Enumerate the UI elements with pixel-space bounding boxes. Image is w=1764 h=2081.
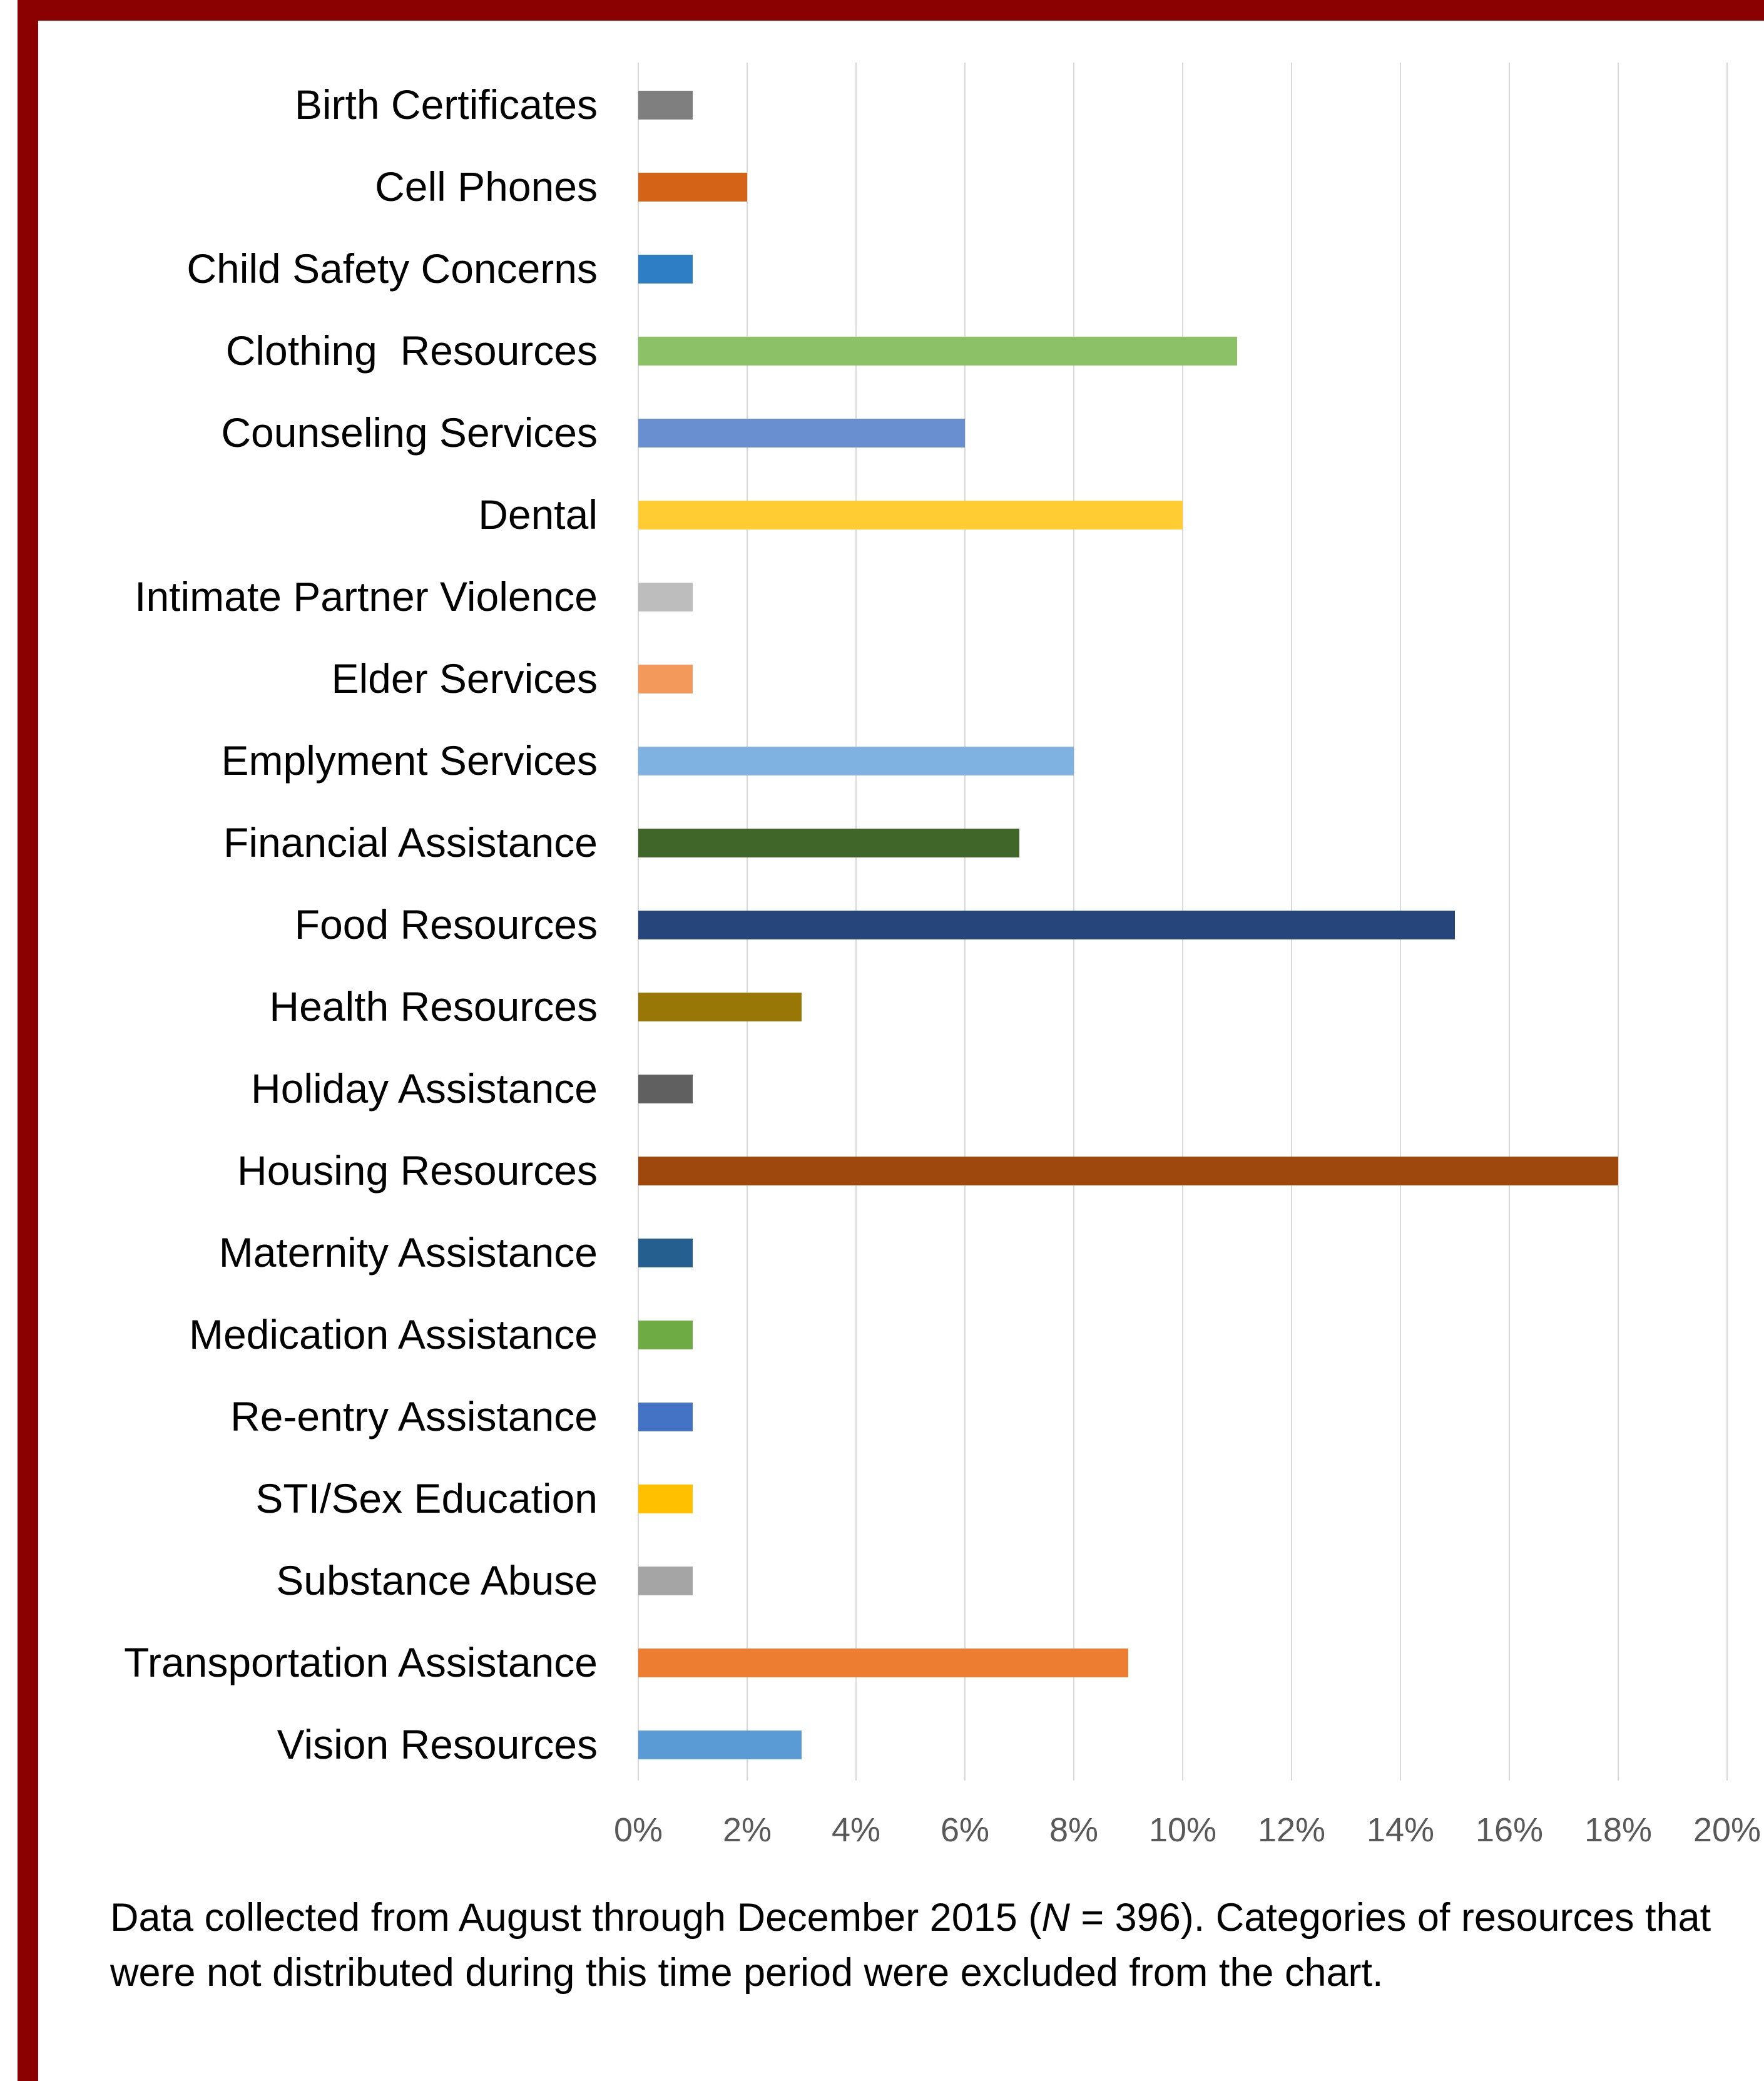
category-label: Food Resources (295, 901, 598, 948)
bar (638, 993, 802, 1021)
x-tick-label: 20% (1693, 1811, 1761, 1849)
bar (638, 1075, 693, 1103)
x-tick-label: 8% (1049, 1811, 1098, 1849)
bar (638, 1731, 802, 1759)
x-tick-label: 12% (1258, 1811, 1325, 1849)
bar (638, 747, 1074, 775)
category-label: Financial Assistance (223, 819, 598, 866)
bar (638, 91, 693, 120)
category-label: Re-entry Assistance (230, 1393, 598, 1439)
x-tick-label: 14% (1367, 1811, 1434, 1849)
bar (638, 1157, 1618, 1185)
chart-caption: Data collected from August through Decem… (110, 1890, 1737, 2000)
bar (638, 1403, 693, 1431)
category-label: Child Safety Concerns (186, 245, 598, 292)
frame-left-border (18, 0, 38, 2081)
category-label: Housing Resources (237, 1147, 598, 1194)
bar (638, 419, 965, 447)
bar (638, 911, 1455, 939)
category-label: Elder Services (332, 655, 598, 702)
bar (638, 173, 747, 202)
x-tick-label: 18% (1584, 1811, 1652, 1849)
bar (638, 501, 1183, 529)
caption-n-symbol: N (1041, 1896, 1070, 1940)
x-tick-label: 10% (1149, 1811, 1216, 1849)
category-label: Emplyment Services (221, 737, 598, 784)
bar (638, 337, 1237, 366)
x-tick-label: 16% (1476, 1811, 1543, 1849)
bar-chart: Birth Certificates Cell Phones Child Safet… (124, 63, 1761, 1849)
category-label: Birth Certificates (295, 81, 598, 128)
frame-top-border (18, 0, 1764, 21)
category-label: Dental (478, 491, 598, 538)
category-label: Vision Resources (277, 1721, 598, 1767)
category-label: Substance Abuse (276, 1557, 598, 1603)
bars (638, 91, 1618, 1759)
x-tick-label: 6% (941, 1811, 989, 1849)
category-label: Transportation Assistance (124, 1639, 598, 1685)
bar (638, 255, 693, 284)
category-label: Clothing Resources (226, 327, 598, 374)
x-tick-label: 4% (832, 1811, 880, 1849)
category-label: Maternity Assistance (219, 1229, 598, 1276)
bar (638, 1485, 693, 1513)
category-label: Holiday Assistance (251, 1065, 598, 1112)
category-label: Cell Phones (375, 163, 598, 210)
category-label: Medication Assistance (189, 1311, 598, 1358)
category-label: STI/Sex Education (255, 1475, 598, 1521)
bar (638, 1239, 693, 1267)
bar (638, 1649, 1128, 1677)
category-label: Health Resources (269, 983, 598, 1030)
category-label: Counseling Services (221, 409, 598, 456)
bar (638, 829, 1019, 857)
x-tick-label: 2% (723, 1811, 772, 1849)
category-label: Intimate Partner Violence (135, 573, 598, 620)
x-tick-label: 0% (614, 1811, 663, 1849)
bar (638, 583, 693, 611)
caption-part2: = 396). Categories of resources that wer… (110, 1896, 1711, 1995)
x-tick-labels: 0% 2% 4% 6% 8% 10% 12% 14% 16% 18% 20% (614, 1811, 1761, 1849)
caption-part1: Data collected from August through Decem… (110, 1896, 1042, 1940)
bar (638, 665, 693, 693)
bar (638, 1567, 693, 1595)
category-labels: Birth Certificates Cell Phones Child Safet… (124, 81, 598, 1767)
bar (638, 1321, 693, 1349)
